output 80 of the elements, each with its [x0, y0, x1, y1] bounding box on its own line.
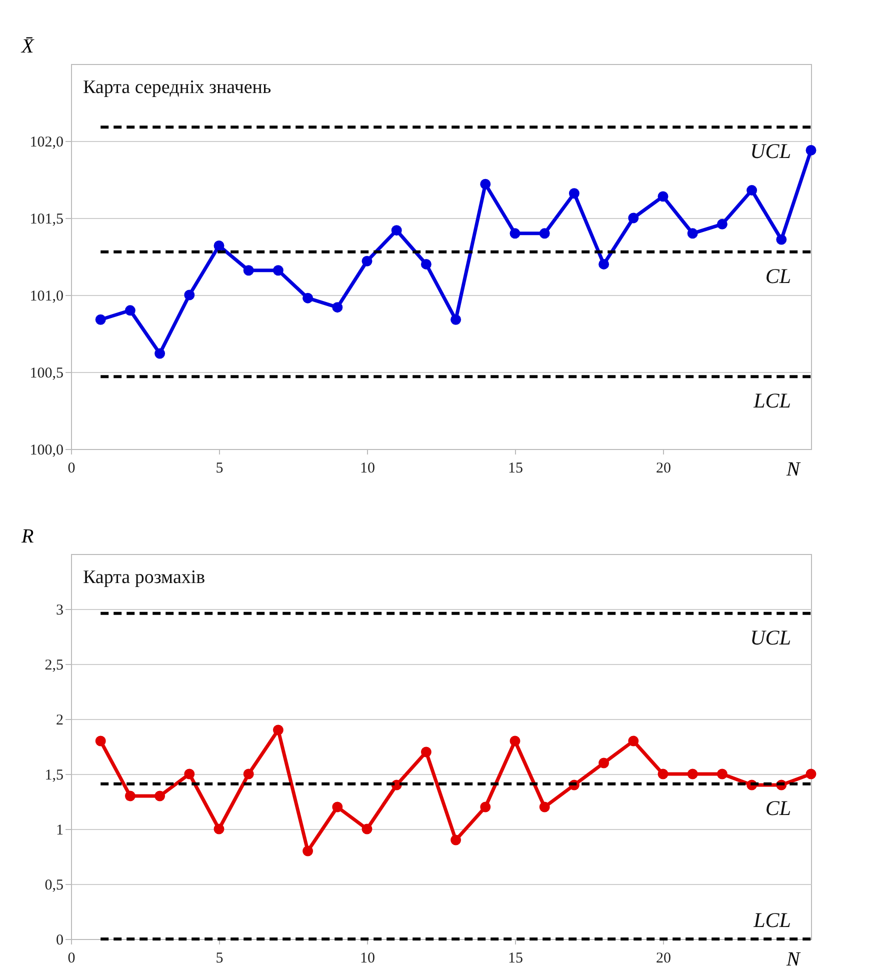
x-tick-label: 15 — [508, 950, 523, 966]
ref-line-label: LCL — [752, 388, 791, 413]
point — [184, 768, 195, 780]
point — [510, 228, 520, 239]
point — [806, 145, 816, 156]
point — [272, 724, 284, 736]
point — [480, 802, 491, 812]
y-tick-label: 102,0 — [30, 134, 64, 150]
point — [687, 228, 698, 239]
y-axis-title: X̄ — [20, 36, 34, 58]
text: Карта розмахів — [83, 567, 206, 588]
point — [450, 834, 462, 846]
x-tick-label: 20 — [656, 950, 671, 966]
point — [716, 768, 728, 780]
point — [302, 292, 314, 304]
point — [154, 348, 166, 359]
y-tick-label: 3 — [56, 602, 64, 618]
point — [95, 314, 106, 325]
point — [658, 191, 668, 202]
point — [776, 234, 787, 245]
point — [214, 824, 224, 834]
point — [568, 188, 580, 199]
point — [628, 736, 639, 746]
point — [214, 240, 224, 251]
point — [184, 290, 195, 300]
y-tick-label: 1,5 — [44, 768, 64, 784]
point — [124, 790, 136, 802]
x-tick-label: 10 — [360, 460, 375, 476]
point — [806, 768, 816, 780]
point — [716, 218, 728, 230]
point — [124, 305, 136, 316]
x-tick-label: 20 — [656, 460, 671, 476]
point — [391, 225, 402, 236]
ref-line-label: UCL — [750, 625, 791, 650]
point — [420, 746, 432, 758]
point — [539, 802, 550, 812]
point — [539, 228, 550, 239]
x-tick-label: 5 — [216, 950, 224, 966]
point — [243, 265, 254, 276]
point — [480, 178, 491, 190]
point — [272, 265, 284, 276]
point — [510, 736, 520, 746]
text: Карта середніх значень — [83, 77, 272, 98]
point — [332, 302, 343, 313]
y-tick-label: 101,5 — [30, 212, 64, 228]
x-tick-label: 0 — [68, 950, 76, 966]
x-axis-title: N — [786, 948, 802, 970]
y-tick-label: 100,0 — [30, 442, 64, 458]
x-tick-label: 15 — [508, 460, 523, 476]
point — [362, 256, 372, 266]
point — [420, 258, 432, 270]
point — [628, 212, 639, 224]
point — [243, 768, 254, 780]
x-tick-label: 5 — [216, 460, 224, 476]
point — [598, 758, 610, 768]
ref-line-label: UCL — [750, 139, 791, 164]
point — [154, 790, 166, 802]
ref-line-label: CL — [765, 264, 791, 288]
y-tick-label: 0,5 — [44, 878, 64, 894]
y-tick-label: 2,5 — [44, 658, 64, 674]
y-tick-label: 101,0 — [30, 288, 64, 304]
y-tick-label: 2 — [56, 712, 64, 728]
point — [302, 846, 314, 856]
point — [687, 768, 698, 780]
x-tick-label: 10 — [360, 950, 375, 966]
y-tick-label: 1 — [56, 822, 64, 838]
point — [598, 258, 610, 270]
ref-line-label: LCL — [752, 908, 791, 932]
point — [450, 314, 462, 325]
x-axis-title: N — [786, 458, 802, 480]
point — [658, 768, 668, 780]
point — [332, 802, 343, 812]
ref-line-label: CL — [765, 796, 791, 820]
point — [95, 736, 106, 746]
y-axis-title: R — [20, 526, 34, 548]
point — [362, 824, 372, 834]
point — [746, 185, 758, 196]
x-tick-label: 0 — [68, 460, 76, 476]
y-tick-label: 100,5 — [30, 366, 64, 382]
y-tick-label: 0 — [56, 932, 64, 948]
